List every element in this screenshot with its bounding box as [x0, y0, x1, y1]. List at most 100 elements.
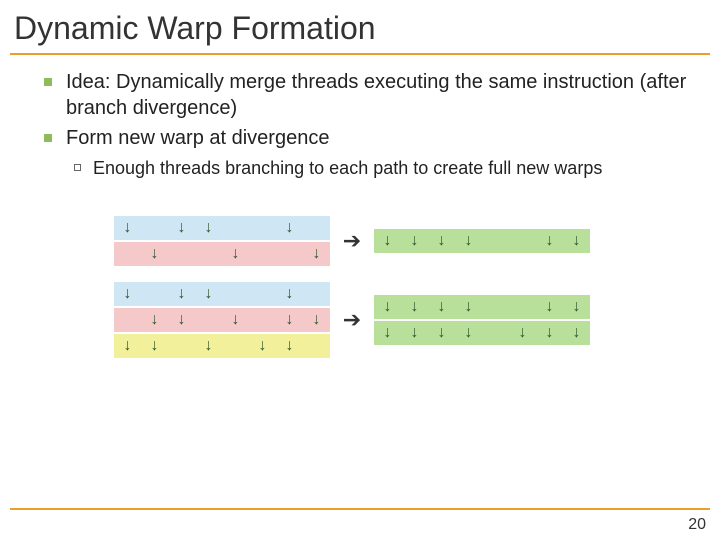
- bullet-item: Idea: Dynamically merge threads executin…: [44, 69, 690, 121]
- diagram-group-2: ↓↓↓↓↓↓↓↓↓↓↓↓↓↓ ➔ ↓ ↓ ↓ ↓ ↓ ↓ ↓ ↓ ↓ ↓ ↓ ↓ ↓: [114, 282, 690, 358]
- thread-cell: [482, 295, 509, 319]
- sub-bullet-item: Enough threads branching to each path to…: [74, 157, 690, 180]
- thread-cell: ↓: [536, 321, 563, 345]
- thread-cell: [509, 229, 536, 253]
- thread-arrow-icon: ↓: [519, 325, 527, 341]
- warp-row: ↓ ↓ ↓ ↓ ↓ ↓: [374, 295, 590, 319]
- thread-cell: ↓: [536, 229, 563, 253]
- thread-cell: ↓: [563, 321, 590, 345]
- thread-arrow-icon: ↓: [259, 338, 267, 354]
- square-bullet-icon: [44, 78, 52, 86]
- bullet-item: Form new warp at divergence: [44, 125, 690, 151]
- thread-arrow-icon: ↓: [178, 286, 186, 302]
- slide-title: Dynamic Warp Formation: [0, 0, 720, 53]
- thread-cell: ↓: [428, 295, 455, 319]
- thread-cell: ↓: [401, 321, 428, 345]
- warp-row: ↓↓↓↓↓↓↓: [374, 321, 590, 345]
- thread-cell: [249, 308, 276, 332]
- thread-arrow-icon: ↓: [546, 325, 554, 341]
- thread-arrow-icon: ↓: [178, 312, 186, 328]
- thread-cell: [303, 282, 330, 306]
- thread-cell: [168, 334, 195, 358]
- thread-cell: [222, 334, 249, 358]
- thread-cell: ↓: [195, 282, 222, 306]
- thread-cell: ↓: [401, 229, 428, 253]
- thread-cell: ↓: [168, 308, 195, 332]
- thread-cell: ↓: [114, 216, 141, 240]
- left-warps: ↓↓↓↓↓↓↓: [114, 216, 330, 266]
- thread-arrow-icon: ↓: [313, 312, 321, 328]
- thread-cell: ↓: [563, 229, 590, 253]
- thread-arrow-icon: ↓: [384, 233, 392, 249]
- thread-cell: [249, 242, 276, 266]
- warp-diagram: ↓ ↓ ↓ ↓ ↓ ↓ ↓ ➔ ↓ ↓ ↓ ↓ ↓ ↓ ↓↓↓↓↓↓↓↓↓↓↓↓↓↓ ➔ ↓ ↓ ↓ ↓ ↓ ↓…: [44, 216, 690, 358]
- right-warps: ↓ ↓ ↓ ↓ ↓ ↓: [374, 229, 590, 253]
- thread-cell: [509, 295, 536, 319]
- thread-arrow-icon: ↓: [573, 299, 581, 315]
- thread-cell: ↓: [509, 321, 536, 345]
- footer-rule: [10, 508, 710, 510]
- thread-cell: [249, 282, 276, 306]
- thread-cell: [249, 216, 276, 240]
- thread-arrow-icon: ↓: [286, 338, 294, 354]
- warp-row: ↓↓↓↓↓: [114, 334, 330, 358]
- thread-cell: [303, 216, 330, 240]
- thread-arrow-icon: ↓: [465, 233, 473, 249]
- thread-arrow-icon: ↓: [411, 299, 419, 315]
- thread-arrow-icon: ↓: [205, 338, 213, 354]
- thread-cell: [114, 242, 141, 266]
- page-number: 20: [688, 516, 706, 534]
- thread-arrow-icon: ↓: [546, 299, 554, 315]
- thread-arrow-icon: ↓: [438, 325, 446, 341]
- thread-cell: ↓: [455, 295, 482, 319]
- thread-cell: ↓: [374, 229, 401, 253]
- merge-arrow-icon: ➔: [330, 307, 374, 333]
- thread-arrow-icon: ↓: [286, 286, 294, 302]
- thread-arrow-icon: ↓: [573, 233, 581, 249]
- thread-cell: ↓: [141, 308, 168, 332]
- thread-cell: ↓: [455, 229, 482, 253]
- thread-cell: [168, 242, 195, 266]
- thread-cell: [114, 308, 141, 332]
- warp-row: ↓↓↓↓: [114, 216, 330, 240]
- thread-arrow-icon: ↓: [411, 325, 419, 341]
- diagram-group-1: ↓↓↓↓↓↓↓ ➔ ↓↓↓↓↓↓: [114, 216, 690, 266]
- thread-cell: ↓: [276, 282, 303, 306]
- sub-bullet-text: Enough threads branching to each path to…: [93, 157, 602, 180]
- thread-cell: ↓: [276, 334, 303, 358]
- thread-cell: ↓: [303, 242, 330, 266]
- thread-arrow-icon: ↓: [384, 325, 392, 341]
- thread-arrow-icon: ↓: [313, 246, 321, 262]
- thread-arrow-icon: ↓: [205, 220, 213, 236]
- thread-arrow-icon: ↓: [546, 233, 554, 249]
- thread-arrow-icon: ↓: [124, 286, 132, 302]
- thread-cell: ↓: [168, 282, 195, 306]
- thread-cell: [303, 334, 330, 358]
- thread-cell: ↓: [428, 229, 455, 253]
- left-warps: ↓↓↓↓↓↓↓↓↓↓↓↓↓↓: [114, 282, 330, 358]
- thread-arrow-icon: ↓: [232, 312, 240, 328]
- warp-row: ↓ ↓ ↓: [114, 242, 330, 266]
- thread-arrow-icon: ↓: [438, 233, 446, 249]
- thread-cell: [141, 282, 168, 306]
- thread-cell: [195, 308, 222, 332]
- thread-arrow-icon: ↓: [438, 299, 446, 315]
- thread-arrow-icon: ↓: [573, 325, 581, 341]
- thread-cell: [195, 242, 222, 266]
- thread-arrow-icon: ↓: [151, 246, 159, 262]
- thread-arrow-icon: ↓: [384, 299, 392, 315]
- warp-row: ↓ ↓ ↓ ↓: [114, 282, 330, 306]
- hollow-square-bullet-icon: [74, 164, 81, 171]
- bullet-text: Idea: Dynamically merge threads executin…: [66, 69, 690, 121]
- thread-cell: ↓: [222, 242, 249, 266]
- thread-cell: ↓: [195, 334, 222, 358]
- thread-cell: ↓: [303, 308, 330, 332]
- thread-cell: ↓: [114, 334, 141, 358]
- warp-row: ↓ ↓ ↓ ↓ ↓: [114, 308, 330, 332]
- thread-cell: ↓: [276, 308, 303, 332]
- bullet-text: Form new warp at divergence: [66, 125, 329, 151]
- thread-cell: [276, 242, 303, 266]
- right-warps: ↓↓↓↓↓↓↓↓↓↓↓↓↓: [374, 295, 590, 345]
- content-area: Idea: Dynamically merge threads executin…: [0, 55, 720, 358]
- warp-row: ↓ ↓ ↓ ↓ ↓ ↓: [374, 229, 590, 253]
